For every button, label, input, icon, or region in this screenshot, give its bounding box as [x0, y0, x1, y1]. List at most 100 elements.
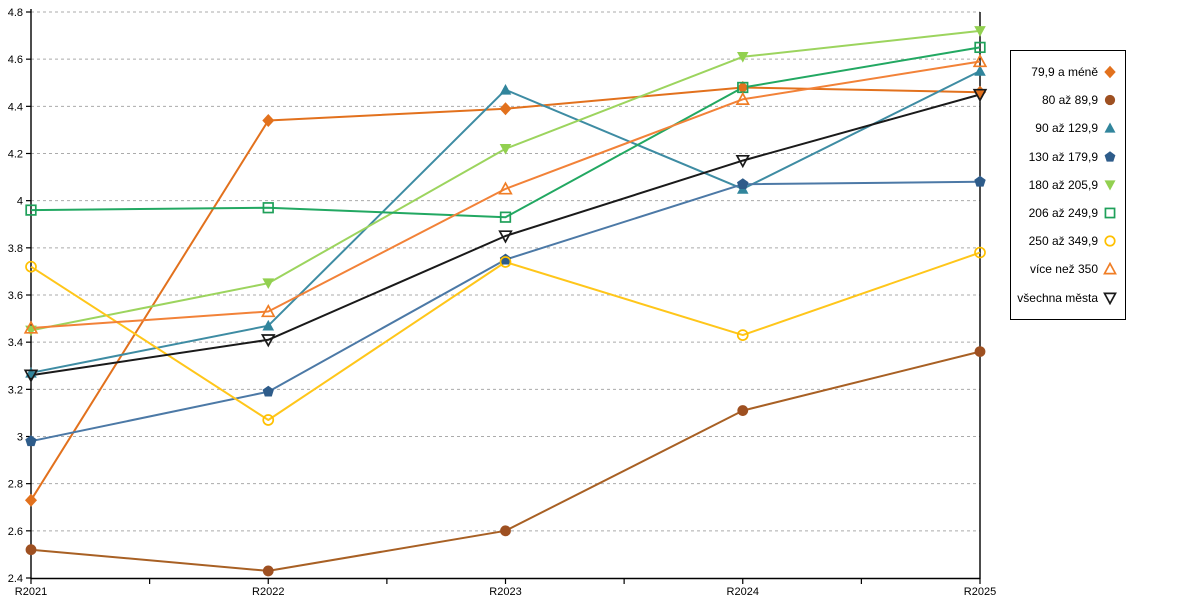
- legend-item: 80 až 89,9: [1015, 86, 1117, 114]
- circle-filled-marker-icon: [25, 544, 37, 556]
- diamond-filled-marker-icon: [262, 114, 275, 127]
- triangle-up-open-marker-icon: [498, 181, 513, 195]
- legend-label: 250 až 349,9: [1028, 234, 1098, 249]
- legend-marker-icon: [1104, 65, 1116, 79]
- pentagon-filled-marker-icon: [25, 435, 37, 447]
- triangle-up-filled-marker-icon: [974, 65, 986, 76]
- triangle-up-open-marker-icon: [23, 320, 39, 334]
- y-axis-label: 3.8: [8, 243, 23, 255]
- legend-item: 250 až 349,9: [1015, 227, 1117, 255]
- y-axis-label: 4.2: [8, 149, 23, 161]
- circle-filled-marker-icon: [974, 346, 986, 357]
- pentagon-filled-marker-icon: [262, 385, 274, 397]
- circle-filled-marker-icon: [262, 565, 274, 577]
- x-axis-label: R2024: [727, 586, 759, 598]
- triangle-down-open-marker-icon: [23, 369, 39, 383]
- triangle-down-open-marker-icon: [735, 154, 750, 169]
- triangle-up-filled-marker-icon: [1104, 122, 1116, 134]
- diamond-filled-marker-icon: [1104, 65, 1116, 79]
- legend-item: 79,9 a méně: [1015, 58, 1117, 86]
- square-open-marker-icon: [499, 211, 512, 223]
- pentagon-filled-marker-icon: [737, 178, 749, 189]
- legend-marker-icon: [1104, 235, 1116, 247]
- square-open-marker-icon: [262, 202, 274, 214]
- triangle-up-filled-marker-icon: [499, 84, 512, 95]
- series-line: [30, 46, 981, 219]
- series-line: [30, 93, 981, 377]
- diamond-filled-marker-icon: [499, 102, 512, 116]
- circle-open-marker-icon: [736, 329, 749, 341]
- y-axis-label: 2.6: [8, 526, 23, 538]
- legend-item: více než 350: [1015, 255, 1117, 283]
- legend-marker-icon: [1104, 95, 1116, 106]
- square-open-marker-icon: [25, 204, 37, 216]
- legend-marker-icon: [1103, 292, 1117, 305]
- pentagon-filled-marker-icon: [1104, 150, 1116, 162]
- series-line: [30, 60, 981, 329]
- legend-item: 206 až 249,9: [1015, 199, 1117, 227]
- square-open-marker-icon: [974, 41, 986, 54]
- y-axis-label: 4.4: [8, 101, 23, 113]
- x-axis-label: R2021: [15, 586, 47, 598]
- triangle-down-filled-marker-icon: [737, 52, 749, 63]
- circle-filled-marker-icon: [1104, 95, 1116, 106]
- y-axis-label: 3.4: [8, 337, 23, 349]
- circle-open-marker-icon: [499, 256, 512, 268]
- legend-marker-icon: [1103, 262, 1117, 275]
- legend-label: 206 až 249,9: [1028, 206, 1098, 221]
- legend-marker-icon: [1104, 207, 1116, 219]
- chart-legend: 79,9 a méně 80 až 89,9 90 až 129,9 130 až 1…: [1010, 50, 1126, 320]
- legend-item: všechna města: [1015, 284, 1117, 312]
- pentagon-filled-marker-icon: [499, 253, 512, 265]
- legend-label: 79,9 a méně: [1031, 65, 1098, 80]
- legend-label: všechna města: [1017, 290, 1098, 305]
- circle-open-marker-icon: [1104, 235, 1116, 247]
- triangle-down-filled-marker-icon: [974, 26, 986, 37]
- series-line: [30, 350, 981, 572]
- y-axis-label: 2.4: [8, 573, 23, 585]
- triangle-down-open-marker-icon: [972, 88, 988, 103]
- y-axis-label: 4.8: [8, 7, 23, 19]
- legend-item: 180 až 205,9: [1015, 171, 1117, 199]
- x-axis-label: R2023: [489, 586, 521, 598]
- pentagon-filled-marker-icon: [974, 175, 986, 187]
- triangle-down-filled-marker-icon: [1104, 180, 1116, 191]
- y-axis-label: 3.2: [8, 384, 23, 396]
- circle-filled-marker-icon: [500, 525, 511, 537]
- triangle-down-filled-marker-icon: [262, 278, 275, 289]
- series-line: [30, 29, 981, 332]
- circle-filled-marker-icon: [737, 405, 749, 416]
- diamond-filled-marker-icon: [736, 81, 749, 94]
- triangle-down-open-marker-icon: [260, 334, 276, 348]
- legend-item: 130 až 179,9: [1015, 143, 1117, 171]
- triangle-up-open-marker-icon: [1103, 262, 1117, 275]
- series-line: [30, 251, 981, 421]
- triangle-up-open-marker-icon: [972, 53, 988, 68]
- legend-label: 90 až 129,9: [1035, 121, 1098, 136]
- triangle-up-open-marker-icon: [260, 303, 276, 318]
- legend-label: 80 až 89,9: [1041, 93, 1098, 108]
- y-axis-label: 4.6: [8, 54, 23, 66]
- x-axis-label: R2022: [252, 586, 284, 598]
- legend-label: 180 až 205,9: [1028, 177, 1098, 192]
- circle-open-marker-icon: [974, 246, 986, 259]
- square-open-marker-icon: [1104, 207, 1116, 219]
- y-axis-label: 4: [17, 196, 23, 208]
- triangle-up-open-marker-icon: [735, 91, 750, 105]
- x-axis-label: R2025: [964, 586, 996, 598]
- y-axis-label: 2.8: [8, 479, 23, 491]
- circle-open-marker-icon: [25, 260, 37, 273]
- triangle-down-open-marker-icon: [1103, 292, 1117, 305]
- legend-marker-icon: [1104, 122, 1116, 134]
- y-axis-label: 3: [17, 432, 23, 444]
- diamond-filled-marker-icon: [25, 493, 37, 507]
- triangle-down-open-marker-icon: [498, 230, 513, 244]
- legend-label: 130 až 179,9: [1028, 149, 1098, 164]
- triangle-up-filled-marker-icon: [262, 319, 275, 331]
- legend-marker-icon: [1104, 150, 1116, 162]
- y-axis-label: 3.6: [8, 290, 23, 302]
- series-line: [30, 180, 981, 443]
- triangle-down-filled-marker-icon: [499, 144, 512, 155]
